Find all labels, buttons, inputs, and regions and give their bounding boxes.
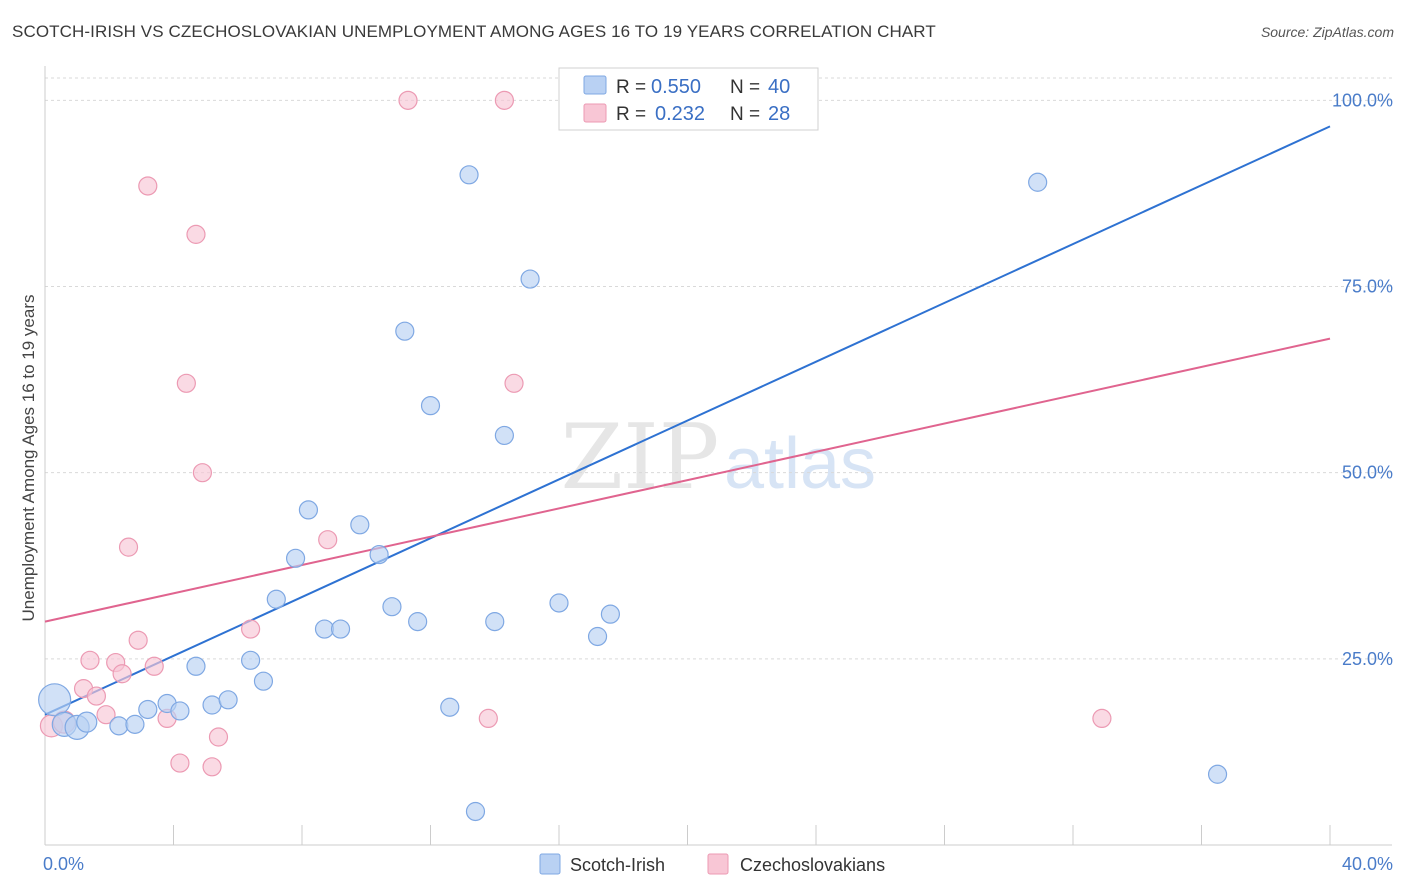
legend-swatch-scotch-irish [539,853,561,875]
y-tick-label-100: 100.0% [1332,90,1393,110]
stats-n-label-0: N = [730,77,760,98]
stats-swatch-czechoslovakians [583,103,607,123]
czechoslovakians-point [86,686,107,706]
scotch-irish-point [485,612,505,632]
scotch-irish-point [1207,764,1228,784]
trend-line-scotch-irish [44,125,1331,716]
scotch-irish-point [186,656,206,676]
stats-r-value-0: 0.550 [651,76,701,98]
scotch-irish-point [465,801,486,822]
scotch-irish-point [330,619,351,639]
scotch-irish-point [440,697,460,717]
czechoslovakians-point [118,537,139,557]
scotch-irish-point [298,500,319,520]
legend-label-czechoslovakians: Czechoslovakians [740,855,885,875]
scotch-irish-point [494,425,514,446]
watermark: ZIP atlas [561,405,876,510]
czechoslovakians-point [170,753,190,773]
czechoslovakians-point [398,90,418,110]
stats-r-value-1: 0.232 [655,103,705,125]
scotch-irish-point [408,612,428,632]
stats-r-label-1: R = [616,104,646,125]
y-tick-label-75: 75.0% [1342,277,1393,297]
czechoslovakians-point [176,373,196,393]
trend-lines [44,125,1331,716]
stats-n-label-1: N = [730,104,760,125]
czechoslovakians-point [186,224,206,244]
legend-label-scotch-irish: Scotch-Irish [570,855,665,875]
scotch-irish-point [314,619,335,639]
scotch-irish-point [382,597,402,617]
scotch-irish-points [38,90,1228,822]
scotch-irish-point [395,321,415,341]
legend-swatch-czechoslovakians [707,853,729,875]
scotch-irish-point [109,716,129,736]
czechoslovakians-point [318,530,338,550]
scotch-irish-point [125,714,145,734]
source-label: Source: ZipAtlas.com [1260,24,1394,40]
czechoslovakians-point [1092,708,1112,729]
scotch-irish-point [459,165,479,185]
tick-labels: 25.0% 50.0% 75.0% 100.0% 0.0% 40.0% [43,90,1393,874]
trend-line-czechoslovakians [44,337,1331,623]
scotch-irish-point [253,671,274,691]
y-tick-label-25: 25.0% [1342,649,1393,669]
watermark-zip: ZIP [561,405,720,510]
axes [44,66,1392,846]
czechoslovakians-point [80,650,100,670]
series-legend: Scotch-Irish Czechoslovakians [539,853,885,875]
czechoslovakians-point [208,727,229,747]
scotch-irish-point [420,396,441,416]
scotch-irish-point [600,604,621,624]
scotch-irish-point [170,701,190,721]
czechoslovakians-point [241,619,261,639]
x-tick-label-0: 0.0% [43,854,84,874]
scotch-irish-point [218,690,238,710]
scotch-irish-point [241,650,261,670]
gridlines [45,77,1392,660]
czechoslovakians-point [138,176,158,196]
x-tick-label-40: 40.0% [1342,854,1393,874]
scotch-irish-point [520,269,540,289]
scotch-irish-point [38,683,72,717]
stats-n-value-0: 40 [768,76,790,98]
chart-title: SCOTCH-IRISH VS CZECHOSLOVAKIAN UNEMPLOY… [12,22,936,41]
y-axis-title: Unemployment Among Ages 16 to 19 years [19,295,38,622]
scotch-irish-point [285,548,306,568]
czechoslovakians-point [504,373,524,393]
czechoslovakians-point [494,90,514,110]
stats-r-label-0: R = [616,77,646,98]
scotch-irish-point [350,515,370,535]
y-tick-label-50: 50.0% [1342,463,1393,483]
czechoslovakians-point [144,656,164,676]
stats-n-value-1: 28 [768,103,790,125]
scotch-irish-point [587,626,608,647]
czechoslovakians-point [128,630,148,650]
scotch-irish-point [76,711,98,733]
scotch-irish-point [1028,172,1048,192]
czechoslovakians-point [112,664,132,684]
czechoslovakians-point [192,463,213,483]
czechoslovakians-point [202,757,222,777]
stats-swatch-scotch-irish [583,75,607,95]
watermark-atlas: atlas [724,424,876,504]
scotch-irish-point [266,589,286,609]
scotch-irish-point [549,593,569,613]
scotch-irish-point [138,699,158,720]
czechoslovakians-point [478,708,498,729]
scotch-irish-point [369,544,389,565]
czechoslovakians-point [96,705,116,725]
scotch-irish-point [202,695,222,715]
stats-legend: R = 0.550 N = 40 R = 0.232 N = 28 [558,67,819,131]
